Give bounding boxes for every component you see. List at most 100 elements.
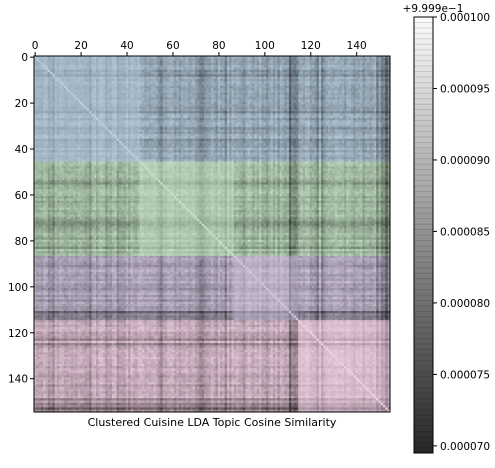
heatmap-cell [291,63,294,66]
heatmap-cell [342,97,345,100]
heatmap-cell [215,104,218,107]
heatmap-cell [225,65,228,68]
heatmap-cell [176,72,179,75]
heatmap-cell [195,123,198,126]
heatmap-cell [179,88,182,91]
heatmap-cell [103,63,106,66]
heatmap-cell [68,127,71,130]
heatmap-cell [234,84,237,87]
heatmap-cell [289,116,292,119]
heatmap-cell [195,70,198,73]
heatmap-cell [211,72,214,75]
heatmap-cell [151,102,154,105]
heatmap-cell [261,74,264,77]
heatmap-cell [211,61,214,64]
heatmap-cell [190,97,193,100]
heatmap-cell [337,90,340,93]
heatmap-cell [225,77,228,80]
heatmap-cell [305,86,308,89]
heatmap-cell [367,77,370,80]
heatmap-cell [105,61,108,64]
heatmap-cell [137,58,140,61]
heatmap-cell [339,102,342,105]
heatmap-cell [317,107,320,110]
heatmap-cell [365,72,368,75]
heatmap-cell [326,118,329,121]
heatmap-cell [284,70,287,73]
heatmap-cell [85,93,88,96]
heatmap-cell [351,125,354,128]
heatmap-cell [45,118,48,121]
heatmap-cell [381,118,384,121]
heatmap-cell [36,127,39,130]
heatmap-cell [43,63,46,66]
heatmap-cell [284,97,287,100]
heatmap-cell [323,74,326,77]
heatmap-cell [52,61,55,64]
heatmap-cell [344,70,347,73]
heatmap-cell [174,79,177,82]
heatmap-cell [137,74,140,77]
heatmap-cell [339,81,342,84]
heatmap-cell [186,93,189,96]
heatmap-cell [62,84,65,87]
heatmap-cell [151,63,154,66]
heatmap-cell [218,81,221,84]
heatmap-cell [282,67,285,70]
heatmap-cell [192,61,195,64]
heatmap-cell [339,79,342,82]
heatmap-cell [241,123,244,126]
heatmap-cell [126,65,129,68]
heatmap-cell [80,70,83,73]
heatmap-cell [57,77,60,80]
heatmap-cell [222,61,225,64]
heatmap-cell [351,88,354,91]
heatmap-cell [234,125,237,128]
heatmap-cell [163,86,166,89]
heatmap-cell [236,125,239,128]
heatmap-cell [339,116,342,119]
heatmap-cell [257,70,260,73]
heatmap-cell [218,67,221,70]
heatmap-cell [199,88,202,91]
heatmap-cell [367,97,370,100]
heatmap-cell [206,113,209,116]
heatmap-cell [137,125,140,128]
heatmap-cell [124,77,127,80]
heatmap-cell [112,123,115,126]
heatmap-cell [144,77,147,80]
heatmap-cell [238,79,241,82]
heatmap-cell [167,113,170,116]
heatmap-cell [282,65,285,68]
heatmap-cell [45,74,48,77]
heatmap-cell [103,130,106,133]
heatmap-cell [110,100,113,103]
heatmap-cell [252,107,255,110]
heatmap-cell [232,116,235,119]
heatmap-cell [294,111,297,114]
heatmap-cell [195,113,198,116]
heatmap-cell [300,84,303,87]
heatmap-cell [259,84,262,87]
heatmap-cell [142,90,145,93]
heatmap-cell [149,67,152,70]
heatmap-cell [172,116,175,119]
heatmap-cell [57,95,60,98]
heatmap-cell [379,88,382,91]
heatmap-cell [287,107,290,110]
heatmap-cell [362,88,365,91]
heatmap-cell [140,127,143,130]
heatmap-cell [181,95,184,98]
heatmap-cell [66,97,69,100]
heatmap-cell [339,86,342,89]
heatmap-cell [234,74,237,77]
heatmap-cell [98,107,101,110]
heatmap-cell [271,70,274,73]
heatmap-cell [140,88,143,91]
heatmap-cell [227,100,230,103]
heatmap-cell [298,100,301,103]
heatmap-cell [333,97,336,100]
heatmap-cell [213,81,216,84]
heatmap-cell [117,70,120,73]
heatmap-cell [385,111,388,114]
